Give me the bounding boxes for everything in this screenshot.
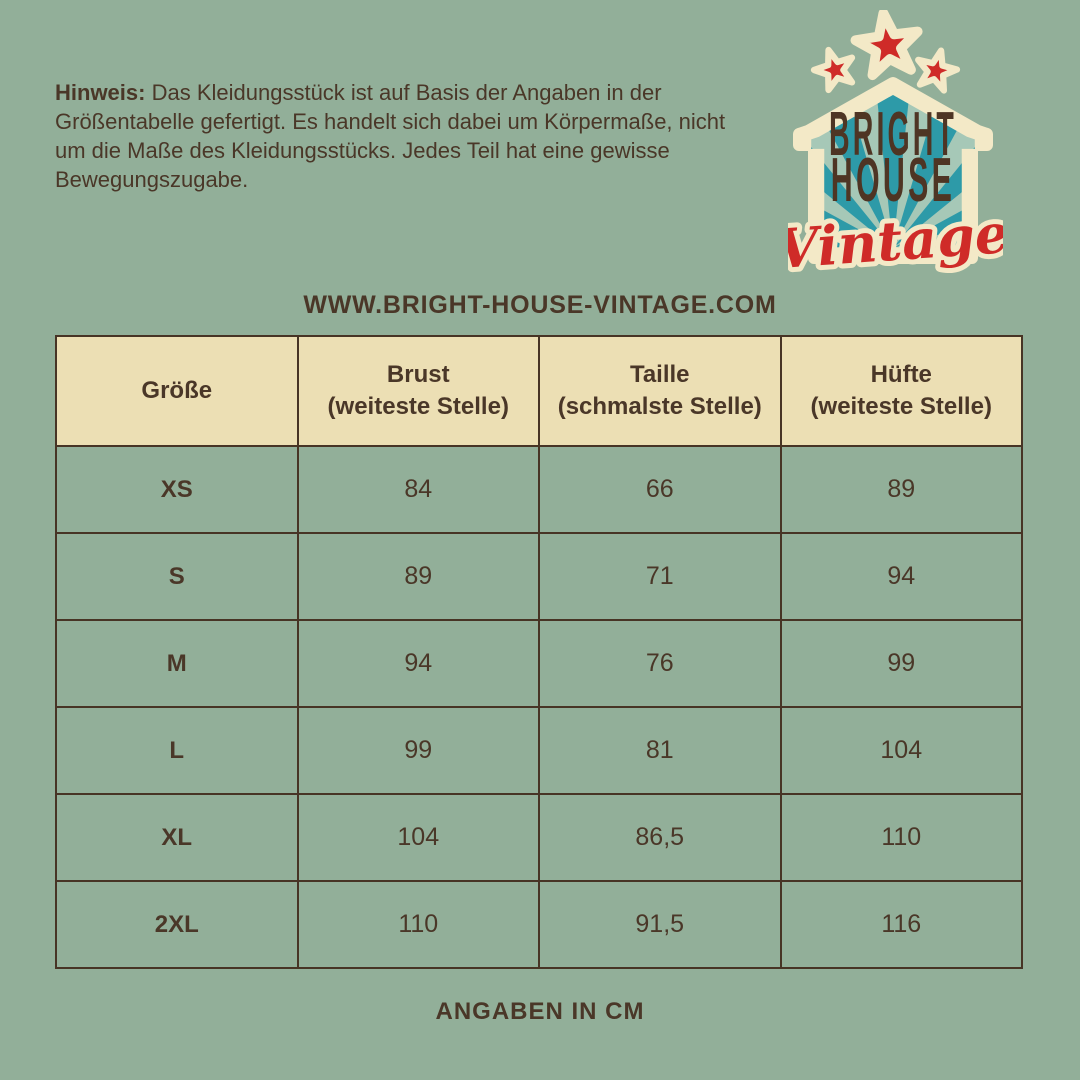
table-row-m: M 94 76 99: [55, 619, 1023, 708]
brust-value: 94: [296, 619, 540, 708]
table-row-s: S 89 71 94: [55, 532, 1023, 621]
huefte-value: 89: [779, 445, 1023, 534]
brust-value: 104: [296, 793, 540, 882]
brust-value: 110: [296, 880, 540, 969]
brust-value: 89: [296, 532, 540, 621]
column-header-brust: Brust (weiteste Stelle): [296, 335, 540, 447]
taille-value: 66: [538, 445, 782, 534]
website-url: WWW.BRIGHT-HOUSE-VINTAGE.COM: [303, 291, 777, 319]
taille-value: 86,5: [538, 793, 782, 882]
size-label: S: [55, 532, 299, 621]
brust-value: 84: [296, 445, 540, 534]
column-header-groesse: Größe: [55, 335, 299, 447]
size-label: 2XL: [55, 880, 299, 969]
size-table: Größe Brust (weiteste Stelle) Taille (sc…: [55, 335, 1023, 969]
house-icon: [793, 77, 993, 264]
note-label: Hinweis:: [55, 80, 146, 105]
table-row-xl: XL 104 86,5 110: [55, 793, 1023, 882]
note-text: Hinweis: Das Kleidungsstück ist auf Basi…: [55, 78, 760, 194]
taille-value: 71: [538, 532, 782, 621]
size-label: XS: [55, 445, 299, 534]
brand-logo: BRIGHT HOUSE Vintage: [788, 10, 1003, 282]
huefte-value: 99: [779, 619, 1023, 708]
huefte-value: 104: [779, 706, 1023, 795]
star-icon: [810, 46, 856, 94]
huefte-value: 94: [779, 532, 1023, 621]
huefte-value: 116: [779, 880, 1023, 969]
huefte-value: 110: [779, 793, 1023, 882]
header-row: Größe Brust (weiteste Stelle) Taille (sc…: [55, 335, 1023, 447]
note-body: Das Kleidungsstück ist auf Basis der Ang…: [55, 80, 726, 192]
size-label: L: [55, 706, 299, 795]
table-row-2xl: 2XL 110 91,5 116: [55, 880, 1023, 969]
column-header-taille: Taille (schmalste Stelle): [538, 335, 782, 447]
taille-value: 81: [538, 706, 782, 795]
star-icon: [850, 10, 923, 81]
logo-text-bright: BRIGHT: [829, 100, 957, 169]
taille-value: 91,5: [538, 880, 782, 969]
size-label: M: [55, 619, 299, 708]
table-row-l: L 99 81 104: [55, 706, 1023, 795]
size-label: XL: [55, 793, 299, 882]
stars-icon: [810, 10, 961, 94]
star-icon: [915, 47, 961, 94]
column-header-huefte: Hüfte (weiteste Stelle): [779, 335, 1023, 447]
table-row-xs: XS 84 66 89: [55, 445, 1023, 534]
unit-note: ANGABEN IN CM: [435, 998, 645, 1025]
logo-text-house: HOUSE: [831, 146, 955, 215]
taille-value: 76: [538, 619, 782, 708]
brust-value: 99: [296, 706, 540, 795]
